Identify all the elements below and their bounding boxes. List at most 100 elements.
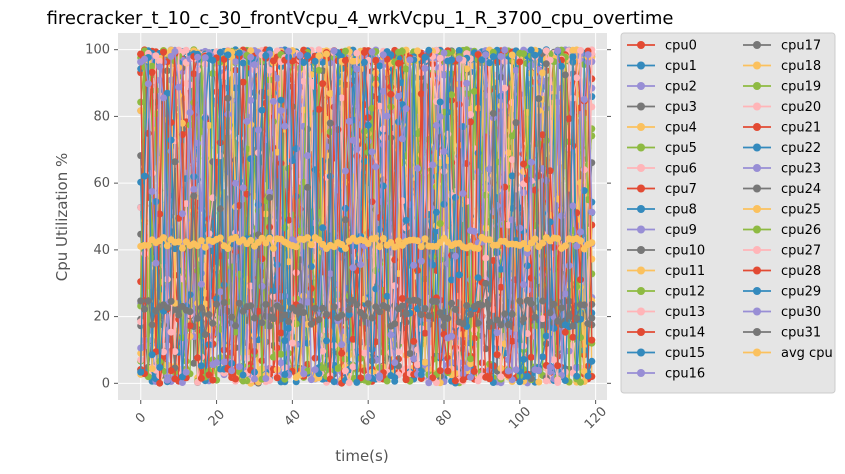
data-point — [588, 239, 596, 247]
legend-swatch-marker — [753, 143, 761, 152]
data-point — [360, 312, 368, 320]
data-point — [478, 301, 486, 309]
data-point — [486, 318, 493, 326]
data-point — [584, 320, 592, 328]
data-point — [512, 366, 520, 374]
data-point — [535, 378, 543, 386]
data-point — [273, 148, 281, 156]
legend-swatch-marker — [637, 164, 645, 172]
data-point — [535, 366, 543, 374]
data-point — [137, 368, 145, 376]
data-point — [372, 303, 380, 311]
data-point — [436, 309, 444, 317]
legend-label: cpu5 — [665, 141, 697, 156]
legend-swatch-marker — [753, 225, 761, 234]
data-point — [144, 297, 152, 305]
data-point — [152, 52, 160, 60]
data-point — [338, 311, 346, 319]
legend-label: cpu0 — [665, 39, 697, 54]
data-point — [379, 125, 387, 133]
data-point — [349, 335, 357, 343]
data-point — [163, 89, 171, 97]
legend-label: cpu26 — [781, 223, 821, 238]
data-point — [266, 188, 274, 196]
legend-swatch-marker — [753, 287, 761, 295]
x-tick-label: 100 — [506, 404, 534, 432]
data-point — [523, 330, 531, 337]
data-point — [588, 208, 596, 216]
data-point — [391, 377, 399, 385]
data-point — [376, 62, 384, 70]
data-point — [391, 282, 399, 290]
data-point — [432, 208, 440, 216]
data-point — [273, 261, 281, 269]
data-point — [455, 47, 463, 54]
data-point — [470, 367, 478, 375]
data-point — [395, 59, 402, 67]
data-point — [493, 329, 501, 337]
data-point — [209, 376, 217, 384]
data-point — [368, 198, 376, 206]
data-point — [277, 159, 285, 167]
data-point — [311, 304, 319, 312]
data-point — [497, 283, 505, 291]
data-point — [341, 367, 349, 375]
data-point — [239, 371, 247, 379]
data-point — [436, 367, 444, 375]
data-point — [148, 62, 156, 70]
data-point — [273, 74, 281, 82]
data-point — [296, 51, 304, 59]
data-point — [573, 372, 581, 380]
data-point — [148, 351, 156, 359]
y-axis-label: Cpu Utilization % — [53, 153, 71, 281]
data-point — [307, 241, 315, 249]
data-point — [383, 304, 391, 311]
legend-label: cpu23 — [781, 162, 821, 177]
data-point — [220, 358, 228, 366]
data-point — [414, 164, 421, 172]
data-point — [266, 234, 274, 242]
legend-item: cpu20 — [743, 100, 821, 115]
data-point — [523, 244, 531, 252]
legend-item: cpu24 — [743, 182, 821, 197]
legend-swatch-marker — [753, 246, 761, 254]
x-tick-label: 80 — [433, 407, 455, 429]
series-line — [140, 47, 593, 384]
data-point — [379, 182, 387, 190]
x-tick-label: 40 — [282, 407, 304, 429]
data-point — [345, 311, 353, 318]
data-point — [497, 373, 505, 381]
legend-swatch-marker — [637, 82, 645, 90]
data-point — [341, 204, 349, 212]
legend-swatch-marker — [753, 184, 761, 193]
data-point — [338, 349, 346, 357]
data-point — [137, 297, 145, 305]
data-point — [410, 337, 418, 345]
data-point — [285, 318, 293, 325]
data-point — [220, 299, 228, 306]
data-point — [569, 202, 577, 210]
data-point — [258, 255, 266, 263]
data-point — [216, 152, 224, 160]
data-point — [182, 368, 190, 376]
data-point — [550, 300, 558, 308]
legend-box — [620, 32, 836, 394]
data-point — [402, 318, 410, 326]
data-point — [486, 59, 493, 67]
data-point — [213, 359, 221, 366]
data-point — [486, 165, 493, 173]
data-point — [554, 47, 562, 55]
data-point — [489, 257, 497, 264]
data-point — [440, 148, 448, 155]
legend: cpu0 cpu1 cpu2 cpu3 cpu4 cpu5 cpu6 cpu7 cpu8 cpu9… — [620, 32, 836, 394]
data-point — [387, 372, 395, 379]
legend-label: cpu19 — [781, 80, 821, 95]
data-point — [148, 321, 156, 329]
data-point — [516, 58, 524, 66]
data-point — [542, 60, 550, 68]
data-point — [577, 334, 584, 341]
legend-swatch-marker — [753, 266, 761, 275]
data-point — [319, 304, 327, 312]
data-point — [186, 308, 194, 316]
legend-swatch-marker — [753, 123, 761, 131]
